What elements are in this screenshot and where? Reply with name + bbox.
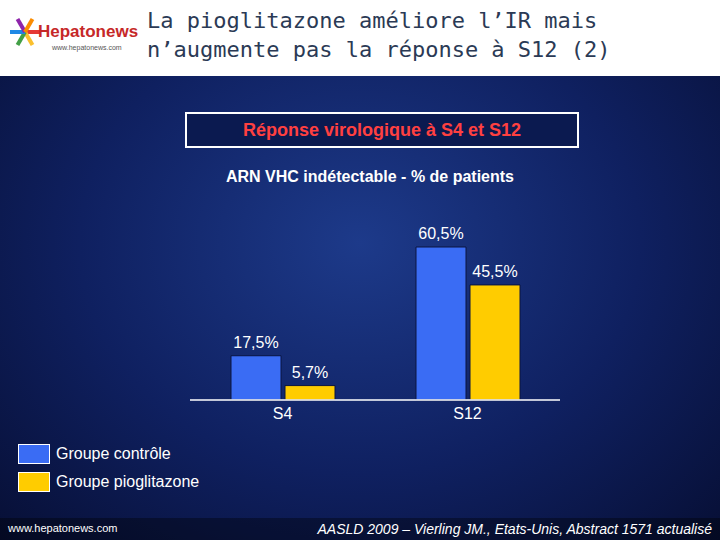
svg-text:S4: S4 xyxy=(273,405,293,422)
svg-text:17,5%: 17,5% xyxy=(233,334,278,351)
svg-text:5,7%: 5,7% xyxy=(292,364,328,381)
svg-text:60,5%: 60,5% xyxy=(418,225,463,242)
html-text:Hepatonews: Hepatonews xyxy=(38,22,139,41)
html-text:ARN VHC indétectable - % de pa: ARN VHC indétectable - % de patients xyxy=(226,168,514,185)
svg-text:45,5%: 45,5% xyxy=(472,263,517,280)
html-text:La pioglitazone améliore l’IR: La pioglitazone améliore l’IR mais n’aug… xyxy=(147,8,611,62)
html-text:AASLD 2009 – Vierling JM., Eta: AASLD 2009 – Vierling JM., Etats-Unis, A… xyxy=(317,521,712,537)
html-text:Groupe contrôle: Groupe contrôle xyxy=(56,445,171,462)
html-text:www.hepatonews.com: www.hepatonews.com xyxy=(8,522,118,534)
html-text:www.hepatonews.com: www.hepatonews.com xyxy=(52,44,122,51)
svg-text:S12: S12 xyxy=(453,405,482,422)
html-text:Réponse virologique à S4 et S1: Réponse virologique à S4 et S12 xyxy=(243,120,521,140)
html-text:Groupe pioglitazone: Groupe pioglitazone xyxy=(56,473,200,490)
